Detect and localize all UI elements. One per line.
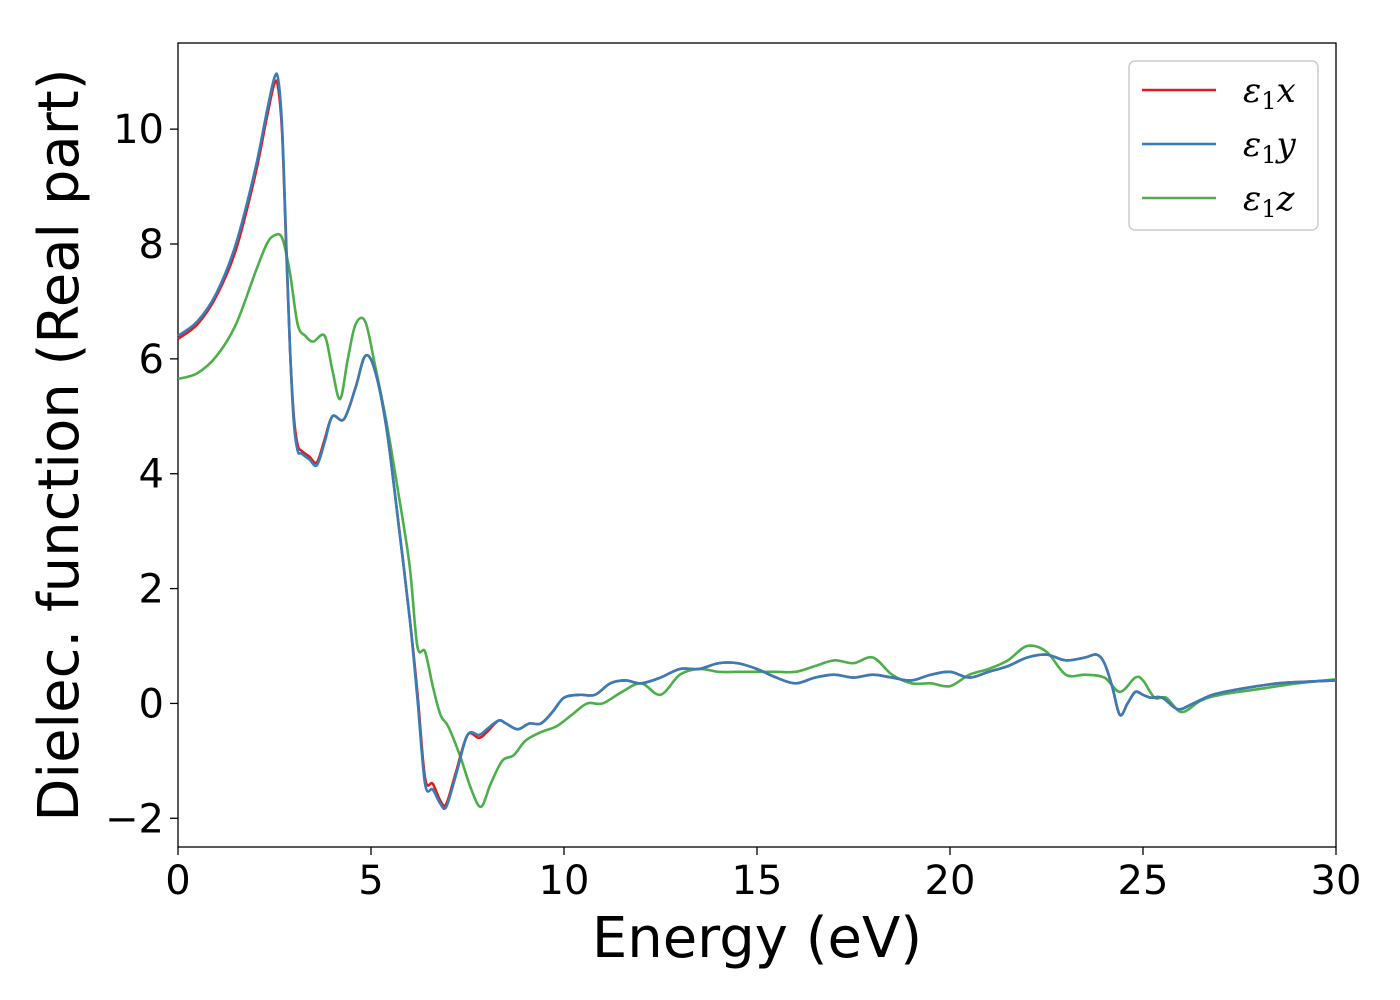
x-tick-label: 15 xyxy=(732,858,783,904)
series-line-y xyxy=(177,72,1337,811)
x-axis-ticks: 0 5 10 15 20 25 30 xyxy=(165,847,1361,904)
y-tick-label: 4 xyxy=(139,452,164,498)
legend-box xyxy=(1128,60,1319,231)
y-tick-label: 0 xyxy=(139,681,164,727)
x-tick-label: 0 xyxy=(165,858,190,904)
y-tick-label: −2 xyxy=(105,796,164,842)
series-layer xyxy=(177,72,1337,811)
y-tick-label: 8 xyxy=(139,222,164,268)
y-tick-label: 10 xyxy=(113,107,164,153)
legend-label-x: ε1x xyxy=(1243,71,1296,115)
x-tick-label: 10 xyxy=(539,858,590,904)
x-tick-label: 5 xyxy=(358,858,383,904)
y-axis-ticks: −2 0 2 4 6 8 10 xyxy=(105,107,178,842)
x-tick-label: 20 xyxy=(925,858,976,904)
y-tick-label: 6 xyxy=(139,337,164,383)
series-line-z xyxy=(177,232,1337,809)
legend-label-z: ε1z xyxy=(1243,179,1296,223)
y-tick-label: 2 xyxy=(139,567,164,613)
x-tick-label: 30 xyxy=(1311,858,1362,904)
x-axis-title: Energy (eV) xyxy=(592,906,922,971)
legend-label-y: ε1y xyxy=(1243,125,1297,169)
x-tick-label: 25 xyxy=(1118,858,1169,904)
y-axis-title: Dielec. function (Real part) xyxy=(27,68,92,821)
legend: ε1x ε1y ε1z xyxy=(1128,60,1319,231)
